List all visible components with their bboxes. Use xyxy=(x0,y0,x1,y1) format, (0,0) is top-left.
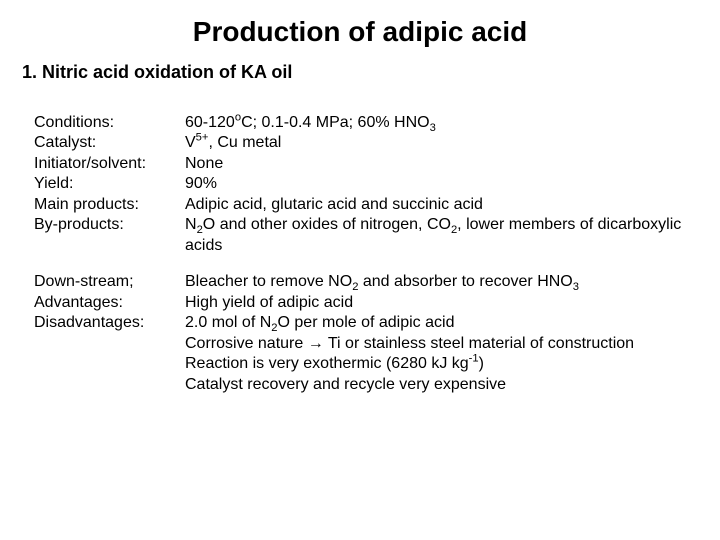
label-disadvantages: Disadvantages: xyxy=(34,313,179,395)
value-initiator: None xyxy=(185,154,698,174)
value-disadvantages: 2.0 mol of N2O per mole of adipic acidCo… xyxy=(185,313,698,395)
label-initiator: Initiator/solvent: xyxy=(34,154,179,174)
label-downstream: Down-stream; xyxy=(34,272,179,292)
label-catalyst: Catalyst: xyxy=(34,133,179,153)
label-advantages: Advantages: xyxy=(34,293,179,313)
value-conditions: 60-120oC; 0.1-0.4 MPa; 60% HNO3 xyxy=(185,113,698,133)
value-main-products: Adipic acid, glutaric acid and succinic … xyxy=(185,195,698,215)
slide-subtitle: 1. Nitric acid oxidation of KA oil xyxy=(22,62,698,83)
value-downstream: Bleacher to remove NO2 and absorber to r… xyxy=(185,272,698,292)
value-catalyst: V5+, Cu metal xyxy=(185,133,698,153)
slide-title: Production of adipic acid xyxy=(22,16,698,48)
slide: Production of adipic acid 1. Nitric acid… xyxy=(0,0,720,540)
label-main-products: Main products: xyxy=(34,195,179,215)
value-yield: 90% xyxy=(185,174,698,194)
label-yield: Yield: xyxy=(34,174,179,194)
label-by-products: By-products: xyxy=(34,215,179,256)
content-grid: Conditions: 60-120oC; 0.1-0.4 MPa; 60% H… xyxy=(22,113,698,395)
value-by-products: N2O and other oxides of nitrogen, CO2, l… xyxy=(185,215,698,256)
value-advantages: High yield of adipic acid xyxy=(185,293,698,313)
label-conditions: Conditions: xyxy=(34,113,179,133)
spacer xyxy=(34,256,698,272)
